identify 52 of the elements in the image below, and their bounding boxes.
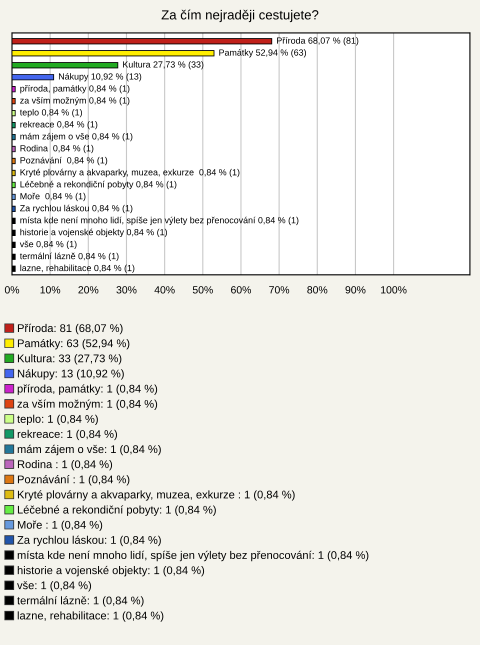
legend-label: Rodina : 1 (0,84 %) (18, 460, 112, 470)
data-label: Nákupy 10,92 % (13) (58, 73, 142, 82)
x-tick-label: 90% (346, 286, 366, 294)
x-tick-label: 40% (154, 286, 175, 294)
x-tick-label: 0% (4, 286, 20, 294)
legend-label: teplo: 1 (0,84 %) (17, 414, 98, 426)
legend-label: Nákupy: 13 (10,92 %) (18, 369, 124, 380)
chart-title: Za čím nejraději cestujete? (162, 10, 318, 22)
data-label: Léčebné a rekondiční pobyty 0,84 % (1) (20, 180, 176, 190)
legend-label: Léčebné a rekondiční pobyty: 1 (0,84 %) (18, 505, 216, 516)
data-label: lazne, rehabilitace 0,84 % (1) (20, 264, 134, 273)
legend-label: za vším možným: 1 (0,84 %) (17, 399, 158, 410)
legend-label: Poznávání : 1 (0,84 %) (18, 475, 130, 486)
x-tick-label: 30% (116, 286, 137, 294)
data-label: rekreace 0,84 % (1) (20, 120, 98, 130)
data-label: mám zájem o vše 0,84 % (1) (20, 132, 132, 142)
legend-label: Moře : 1 (0,84 %) (18, 520, 102, 531)
legend-label: historie a vojenské objekty: 1 (0,84 %) (18, 566, 204, 576)
legend-label: Kultura: 33 (27,73 %) (18, 354, 122, 365)
data-label: Moře 0,84 % (1) (20, 192, 86, 202)
data-label: termální lázně 0,84 % (1) (20, 252, 119, 261)
data-label: Příroda 68,07 % (81) (277, 37, 358, 46)
x-tick-label: 70% (269, 286, 290, 294)
legend-label: mám zájem o vše: 1 (0,84 %) (18, 444, 161, 456)
legend-label: rekreace: 1 (0,84 %) (18, 430, 117, 440)
legend-label: lazne, rehabilitace: 1 (0,84 %) (18, 611, 164, 622)
legend-label: Památky: 63 (52,94 %) (18, 338, 130, 350)
x-tick-label: 60% (231, 286, 252, 294)
data-label: Kryté plovárny a akvaparky, muzea, exkurze 0,84 % (1) (20, 168, 240, 178)
data-label: příroda, památky 0,84 % (1) (20, 84, 130, 94)
data-label: Kultura 27,73 % (33) (123, 61, 204, 70)
data-label: Poznávání 0,84 % (1) (20, 156, 108, 166)
legend-label: příroda, památky: 1 (0,84 %) (18, 384, 158, 395)
data-label: Památky 52,94 % (63) (219, 49, 306, 58)
data-label: Rodina 0,84 % (1) (20, 144, 94, 154)
data-label: místa kde není mnoho lidí, spíše jen výlety bez přenocování 0,84 % (1) (20, 216, 298, 226)
data-label: historie a vojenské objekty 0,84 % (1) (20, 228, 167, 238)
x-tick-label: 50% (192, 286, 213, 294)
legend-label: vše: 1 (0,84 %) (17, 581, 92, 592)
x-tick-label: 10% (40, 286, 60, 294)
legend-label: Kryté plovárny a akvaparky, muzea, exkurze : 1 (0,84 %) (18, 490, 295, 501)
x-tick-label: 100% (381, 286, 407, 294)
data-label: za vším možným 0,84 % (1) (20, 96, 130, 106)
data-label: teplo 0,84 % (1) (20, 108, 82, 118)
legend-label: Příroda: 81 (68,07 %) (18, 324, 123, 334)
legend-label: Za rychlou láskou: 1 (0,84 %) (17, 536, 161, 546)
data-label: Za rychlou láskou 0,84 % (1) (20, 204, 132, 214)
legend-label: místa kde není mnoho lidí, spíše jen výlety bez přenocování: 1 (0,84 %) (18, 550, 368, 562)
x-tick-label: 20% (78, 286, 98, 294)
x-tick-label: 80% (307, 286, 328, 294)
data-label: vše 0,84 % (1) (20, 240, 77, 249)
legend-label: termální lázně: 1 (0,84 %) (17, 596, 144, 607)
